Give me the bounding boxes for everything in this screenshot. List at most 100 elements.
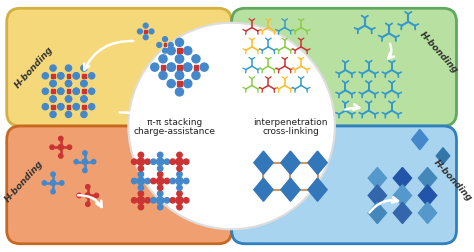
Circle shape [58,104,64,110]
Circle shape [177,172,182,177]
Circle shape [184,47,192,55]
Circle shape [73,88,79,94]
Circle shape [184,80,192,88]
Circle shape [81,111,87,117]
Circle shape [175,55,183,63]
Circle shape [73,104,79,110]
Circle shape [177,185,182,191]
Circle shape [58,145,64,150]
Bar [144,30,147,33]
Bar [82,89,86,93]
Circle shape [175,38,183,46]
Bar [51,74,55,78]
Circle shape [177,166,182,171]
Circle shape [73,73,79,79]
Circle shape [131,198,137,203]
Bar [66,105,71,109]
Circle shape [94,193,99,198]
Circle shape [65,80,72,87]
Circle shape [59,136,63,141]
Bar [193,65,198,70]
Circle shape [167,63,175,71]
Circle shape [176,177,183,185]
Circle shape [67,145,72,149]
Polygon shape [368,185,386,206]
Bar [177,65,182,70]
Circle shape [151,198,156,203]
Circle shape [151,159,156,164]
Circle shape [128,23,335,229]
Polygon shape [419,185,437,206]
Circle shape [157,152,163,158]
Circle shape [184,63,192,71]
Polygon shape [419,168,437,189]
Circle shape [151,63,159,71]
Circle shape [164,159,170,164]
Circle shape [89,73,95,79]
Circle shape [175,55,183,63]
Circle shape [176,197,183,204]
Circle shape [137,197,145,204]
Circle shape [157,166,163,171]
Text: H-bonding: H-bonding [13,45,55,90]
Polygon shape [254,178,273,201]
Circle shape [77,193,82,198]
Circle shape [167,63,175,71]
Circle shape [73,88,79,94]
Circle shape [82,168,87,173]
Circle shape [65,65,72,71]
Circle shape [177,204,182,210]
Polygon shape [254,151,273,174]
Circle shape [50,96,56,102]
Circle shape [175,71,183,79]
Circle shape [65,96,72,102]
Text: charge-assistance: charge-assistance [134,127,216,136]
Circle shape [81,96,87,102]
Circle shape [73,73,79,79]
Circle shape [192,71,200,79]
Circle shape [138,166,144,171]
Circle shape [177,191,182,196]
Circle shape [156,177,164,185]
Circle shape [177,152,182,158]
Circle shape [81,80,87,87]
Circle shape [86,202,90,206]
Bar [82,105,86,109]
Bar [82,74,86,78]
Text: H-bonding: H-bonding [418,30,460,75]
Circle shape [137,177,145,185]
Polygon shape [393,168,411,189]
Circle shape [58,88,64,94]
Circle shape [156,158,164,165]
Circle shape [164,178,170,184]
Polygon shape [411,129,428,150]
Bar [164,44,166,46]
Circle shape [51,172,55,176]
Circle shape [149,29,154,34]
Circle shape [138,204,144,210]
Bar [177,48,182,53]
Bar [51,105,55,109]
Circle shape [163,48,167,53]
Circle shape [51,190,55,194]
Circle shape [183,159,189,164]
FancyBboxPatch shape [7,8,232,126]
Circle shape [74,160,78,164]
Circle shape [137,29,142,34]
Text: H-bonding: H-bonding [432,159,474,204]
Circle shape [131,159,137,164]
Text: cross-linking: cross-linking [262,127,319,136]
Circle shape [59,154,63,158]
Circle shape [159,71,167,79]
Polygon shape [419,202,437,224]
Circle shape [58,88,64,94]
Circle shape [175,71,183,79]
Circle shape [42,73,48,79]
Circle shape [157,204,163,210]
Circle shape [81,65,87,71]
Circle shape [82,159,88,164]
Circle shape [131,178,137,184]
Circle shape [166,54,193,81]
Circle shape [89,104,95,110]
Circle shape [42,88,48,94]
